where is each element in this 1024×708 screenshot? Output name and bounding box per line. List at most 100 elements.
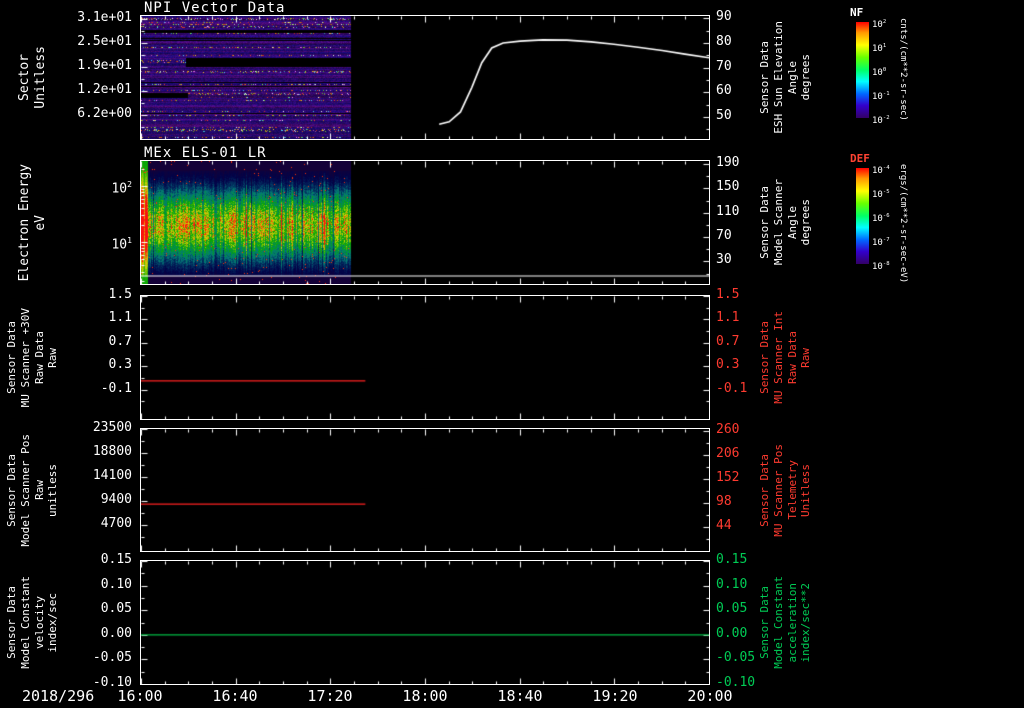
left-axis-tick-labels: 4700 9400 14100 18800 23500 — [66, 421, 136, 552]
right-axis-title: Sensor Data Model Scanner Angle degrees — [750, 160, 822, 285]
axis-title-line: Raw — [46, 347, 60, 368]
tick-label: 1.1 — [108, 310, 132, 326]
left-axis-tick-labels: -0.10 -0.05 0.00 0.05 0.10 0.15 — [66, 553, 136, 690]
tick-label: 110 — [716, 203, 740, 219]
x-tick-label: 16:40 — [212, 687, 258, 705]
axis-title-line: Raw — [32, 480, 46, 500]
colorbar-gradient — [856, 168, 869, 264]
right-axis-tick-labels: -0.1 0.3 0.7 1.1 1.5 — [714, 288, 758, 420]
tick-label: 0.3 — [108, 357, 132, 373]
tick-label: 1.1 — [716, 310, 740, 326]
colorbar-gradient — [856, 22, 869, 118]
axis-title-line: Model Constant — [771, 576, 785, 669]
tick-label: 260 — [716, 421, 740, 437]
axis-title-line: Raw — [799, 347, 813, 368]
x-tick-label: 19:20 — [592, 687, 638, 705]
panel-title: MEx ELS-01 LR — [144, 145, 267, 161]
x-tick-label: 17:20 — [307, 687, 353, 705]
axis-title-line: Angle — [785, 205, 799, 240]
tick-label: 0.05 — [100, 601, 132, 617]
colorbar-tick-label: 10-2 — [872, 115, 890, 126]
axis-title-line: Sensor Data — [758, 453, 772, 527]
axis-title-line: MU Scanner +30V — [18, 307, 32, 408]
tick-label: 60 — [716, 83, 732, 99]
colorbar-units: cnts/(cm**2-sr-sec) — [898, 18, 908, 121]
plot-canvas — [141, 296, 709, 419]
tick-label: 18800 — [92, 443, 132, 459]
axis-title-line: eV — [32, 214, 48, 231]
colorbar-tick-label: 10-7 — [872, 237, 890, 248]
tick-label: -0.05 — [92, 650, 132, 666]
tick-label: 101 — [111, 236, 132, 253]
right-axis-title: Sensor Data MU Scanner Int Raw Data Raw — [750, 295, 822, 420]
colorbar-tick-label: 10-1 — [872, 91, 890, 102]
plot-area — [140, 160, 710, 285]
right-axis-title: Sensor Data MU Scanner Pos Telemetry Unitle… — [750, 428, 822, 552]
left-axis-tick-labels: 6.2e+00 1.2e+01 1.9e+01 2.5e+01 3.1e+01 — [66, 11, 136, 140]
left-axis-title: Sensor Data Model Constant velocity index/s… — [2, 560, 64, 685]
plot-area — [140, 428, 710, 552]
right-axis-title: Sensor Data Model Constant acceleration ind… — [750, 560, 822, 685]
tick-label: 102 — [111, 180, 132, 197]
tick-label: 1.9e+01 — [77, 58, 132, 74]
colorbar-title: DEF — [850, 152, 870, 165]
colorbar-units: ergs/(cm**2-sr-sec-eV) — [898, 164, 908, 284]
colorbar-tick-label: 10-8 — [872, 261, 890, 272]
colorbar-tick-label: 10-6 — [872, 213, 890, 224]
axis-title-line: Sensor Data — [5, 586, 19, 659]
tick-label: 1.5 — [716, 287, 740, 302]
right-axis-title: Sensor Data ESH Sun Elevation Angle degrees — [750, 15, 822, 140]
left-axis-title: Sector Unitless — [2, 15, 64, 140]
plot-canvas — [141, 561, 709, 684]
tick-label: -0.1 — [100, 380, 132, 396]
left-axis-title: Sensor Data MU Scanner +30V Raw Data Raw — [2, 295, 64, 420]
tick-label: 30 — [716, 252, 732, 268]
left-axis-tick-labels: 101 102 — [66, 160, 136, 285]
axis-title-line: Raw Data — [785, 331, 799, 384]
axis-title-line: acceleration — [785, 582, 799, 663]
tick-label: 0.15 — [100, 552, 132, 567]
x-tick-label: 16:00 — [117, 687, 163, 705]
axis-title-line: Sensor Data — [5, 321, 19, 394]
axis-title-line: degrees — [799, 199, 813, 246]
axis-title-line: unitless — [46, 463, 60, 517]
axis-title-line: Sensor Data — [758, 41, 772, 114]
axis-title-line: degrees — [799, 54, 813, 101]
plot-area — [140, 295, 710, 420]
right-axis-tick-labels: 50 60 70 80 90 — [714, 10, 758, 140]
tick-label: 0.7 — [108, 333, 132, 349]
axis-title-line: Model Scanner Pos — [18, 433, 32, 547]
tick-label: 0.00 — [100, 625, 132, 641]
tick-label: -0.10 — [716, 675, 756, 690]
left-axis-title: Electron Energy eV — [2, 160, 64, 285]
axis-title-line: Model Scanner — [771, 179, 785, 266]
axis-title-line: MU Scanner Int — [771, 311, 785, 404]
tick-label: 190 — [716, 155, 740, 171]
tick-label: 9400 — [100, 491, 132, 507]
colorbar-tick-label: 10-5 — [872, 189, 890, 200]
tick-label: -0.1 — [716, 380, 748, 396]
tick-label: 6.2e+00 — [77, 106, 132, 122]
axis-title-line: Sensor Data — [758, 186, 772, 259]
right-axis-tick-labels: -0.10 -0.05 0.00 0.05 0.10 0.15 — [714, 553, 758, 690]
tick-label: 152 — [716, 470, 740, 486]
axis-title-line: velocity — [32, 596, 46, 649]
tick-label: 0.15 — [716, 552, 748, 567]
tick-label: 70 — [716, 228, 732, 244]
colorbar-tick-label: 100 — [872, 67, 887, 78]
tick-label: 90 — [716, 9, 732, 25]
plot-area — [140, 15, 710, 140]
axis-title-line: Electron Energy — [16, 163, 32, 282]
plot-canvas — [141, 429, 709, 551]
axis-title-line: Sensor Data — [5, 453, 19, 527]
x-tick-label: 18:40 — [497, 687, 543, 705]
tick-label: 2.5e+01 — [77, 34, 132, 50]
axis-title-line: Sensor Data — [758, 586, 772, 659]
panel-title: NPI Vector Data — [144, 0, 286, 16]
axis-title-line: Unitless — [32, 46, 48, 109]
tick-label: 0.10 — [716, 576, 748, 592]
tick-label: 0.10 — [100, 576, 132, 592]
colorbar-title: NF — [850, 6, 864, 19]
tick-label: 0.3 — [716, 357, 740, 373]
